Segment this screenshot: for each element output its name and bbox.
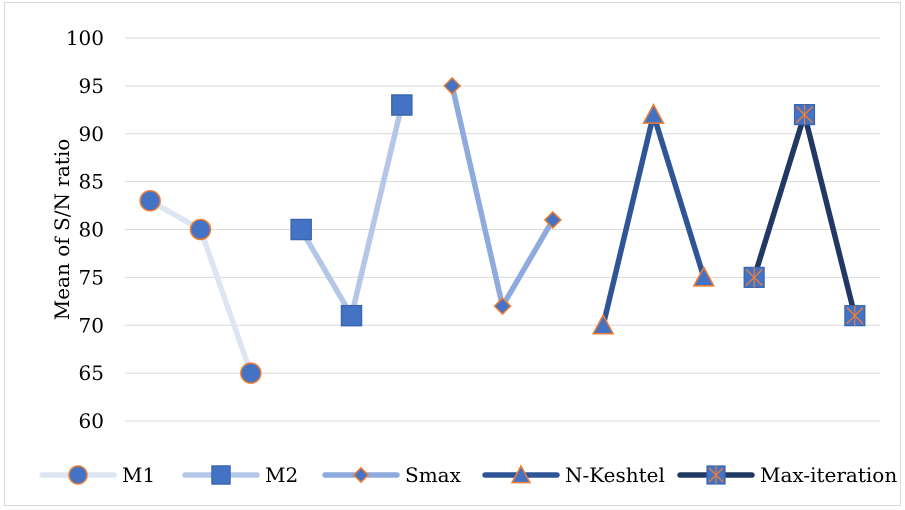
legend-marker-N-Keshtel bbox=[510, 464, 532, 484]
legend-label-M1: M1 bbox=[122, 463, 155, 487]
point-Smax-1 bbox=[443, 76, 462, 95]
y-tick-label-70: 70 bbox=[79, 313, 104, 337]
y-tick-label-85: 85 bbox=[79, 170, 104, 194]
legend-marker-M2 bbox=[211, 465, 231, 485]
y-tick-label-75: 75 bbox=[79, 265, 104, 289]
legend-label-Max-iteration: Max-iteration bbox=[760, 463, 897, 487]
point-M2-2 bbox=[340, 304, 363, 327]
y-tick-label-65: 65 bbox=[79, 361, 104, 385]
legend-label-M2: M2 bbox=[265, 463, 298, 487]
point-Smax-3 bbox=[543, 210, 562, 229]
point-M2-3 bbox=[391, 94, 413, 116]
point-Smax-2 bbox=[493, 297, 512, 316]
series-line-Smax bbox=[449, 83, 556, 309]
point-N-Keshtel-2 bbox=[642, 103, 665, 124]
point-M1-3 bbox=[240, 362, 262, 384]
series-line-N-Keshtel bbox=[600, 111, 707, 328]
legend-marker-M1 bbox=[68, 465, 88, 485]
series-line-M2 bbox=[298, 102, 405, 319]
point-N-Keshtel-3 bbox=[692, 265, 716, 287]
y-tick-label-100: 100 bbox=[66, 26, 104, 50]
point-M1-2 bbox=[189, 218, 212, 241]
y-tick-label-60: 60 bbox=[79, 409, 104, 433]
y-axis-label: Mean of S/N ratio bbox=[50, 139, 74, 321]
point-M2-1 bbox=[290, 218, 312, 241]
series-line-Max-iteration bbox=[751, 111, 858, 319]
legend-marker-Smax bbox=[352, 466, 370, 484]
legend-label-Smax: Smax bbox=[405, 463, 462, 487]
point-M1-1 bbox=[139, 190, 161, 212]
y-tick-label-95: 95 bbox=[79, 74, 104, 98]
y-tick-label-90: 90 bbox=[79, 122, 104, 146]
y-tick-label-80: 80 bbox=[79, 218, 104, 242]
point-N-Keshtel-1 bbox=[591, 313, 615, 335]
legend-label-N-Keshtel: N-Keshtel bbox=[565, 463, 665, 487]
